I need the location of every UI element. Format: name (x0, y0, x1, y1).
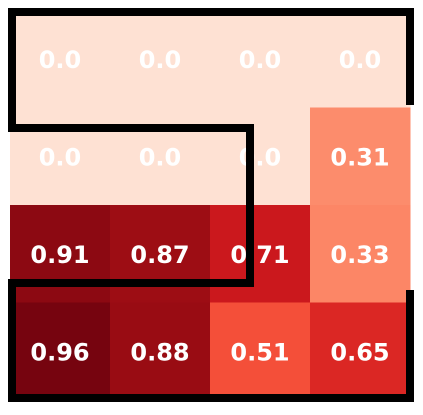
heatmap-cell (10, 107, 111, 206)
cell-label: 0.51 (230, 338, 289, 366)
cell-label: 0.31 (330, 143, 389, 171)
cell-label: 0.0 (339, 46, 382, 74)
cell-label: 0.87 (130, 241, 189, 269)
cell-label: 0.0 (139, 46, 182, 74)
heatmap-cell (10, 10, 111, 108)
heatmap-cell (210, 10, 311, 108)
cell-label: 0.0 (39, 143, 82, 171)
heatmap-cell (110, 10, 211, 108)
heatmap-cell (310, 302, 411, 401)
cell-label: 0.65 (330, 338, 389, 366)
heatmap-cell (310, 107, 411, 206)
cell-label: 0.0 (39, 46, 82, 74)
heatmap-cell (310, 10, 411, 108)
cell-label: 0.0 (239, 46, 282, 74)
highlight-outline (8, 8, 414, 402)
heatmap-cell (110, 302, 211, 401)
cell-label: 0.71 (230, 241, 289, 269)
heatmap-cell (210, 107, 311, 206)
cell-label: 0.0 (139, 143, 182, 171)
cell-label: 0.33 (330, 241, 389, 269)
cell-label: 0.88 (130, 338, 189, 366)
cell-label: 0.91 (30, 241, 89, 269)
heatmap-cells: 0.0 0.0 0.0 0.0 0.0 0.0 0.0 0.31 0.91 0.87 0.71 0.3… (10, 10, 411, 401)
heatmap-cell (110, 107, 211, 206)
cell-label: 0.96 (30, 338, 89, 366)
heatmap-cell (310, 205, 411, 303)
heatmap-cell (210, 302, 311, 401)
heatmap-cell (10, 302, 111, 401)
cell-label: 0.0 (239, 143, 282, 171)
